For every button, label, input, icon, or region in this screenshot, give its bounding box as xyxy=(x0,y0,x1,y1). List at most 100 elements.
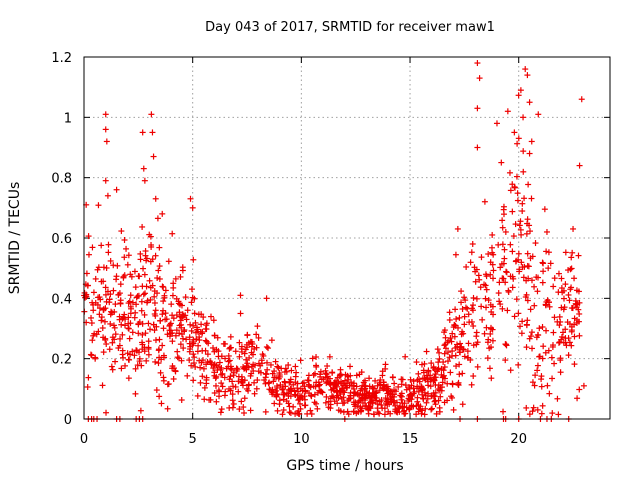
data-point xyxy=(227,373,234,380)
data-point xyxy=(158,400,165,407)
data-point xyxy=(142,248,149,255)
data-point xyxy=(142,290,149,297)
data-point xyxy=(487,330,494,337)
data-point xyxy=(345,411,352,418)
data-point xyxy=(335,407,342,414)
data-point xyxy=(468,381,475,388)
data-point xyxy=(488,308,495,315)
data-point xyxy=(421,360,428,367)
data-point xyxy=(152,307,159,314)
data-point xyxy=(226,376,233,383)
data-point xyxy=(173,312,180,319)
data-point xyxy=(435,359,442,366)
data-point xyxy=(236,339,243,346)
data-point xyxy=(188,286,195,293)
data-point xyxy=(517,323,524,330)
data-point xyxy=(286,379,293,386)
data-point xyxy=(109,339,116,346)
x-tick-label: 15 xyxy=(402,432,419,447)
data-point xyxy=(521,195,528,202)
data-point xyxy=(249,340,256,347)
data-point xyxy=(360,379,367,386)
data-point xyxy=(482,295,489,302)
data-point xyxy=(535,111,542,118)
data-point xyxy=(444,358,451,365)
y-tick-label: 1 xyxy=(64,111,72,126)
data-point xyxy=(186,357,193,364)
data-point xyxy=(388,398,395,405)
data-point xyxy=(526,99,533,106)
data-point xyxy=(456,361,463,368)
data-point xyxy=(219,370,226,377)
data-point xyxy=(576,386,583,393)
data-point xyxy=(444,339,451,346)
data-point xyxy=(135,320,142,327)
data-point xyxy=(431,376,438,383)
data-point xyxy=(549,342,556,349)
data-point xyxy=(109,334,116,341)
data-point xyxy=(540,268,547,275)
data-point xyxy=(465,311,472,318)
data-point xyxy=(160,325,167,332)
data-point xyxy=(98,242,105,249)
data-point xyxy=(92,354,99,361)
data-point xyxy=(418,410,425,417)
data-point xyxy=(226,345,233,352)
data-point xyxy=(359,382,366,389)
data-point xyxy=(203,326,210,333)
data-point xyxy=(518,259,525,266)
data-point xyxy=(543,248,550,255)
data-point xyxy=(516,222,523,229)
data-point xyxy=(159,283,166,290)
data-point xyxy=(504,108,511,115)
data-point xyxy=(93,331,100,338)
data-point xyxy=(132,390,139,397)
data-point xyxy=(304,377,311,384)
data-point xyxy=(190,351,197,358)
data-point xyxy=(115,345,122,352)
data-point xyxy=(374,382,381,389)
data-point xyxy=(441,329,448,336)
data-point xyxy=(99,325,106,332)
data-point xyxy=(147,296,154,303)
data-point xyxy=(94,266,101,273)
data-point xyxy=(397,392,404,399)
data-point xyxy=(575,252,582,259)
data-point xyxy=(176,330,183,337)
data-point xyxy=(347,395,354,402)
data-point xyxy=(551,360,558,367)
data-point xyxy=(111,324,118,331)
data-point xyxy=(516,266,523,273)
data-point xyxy=(449,394,456,401)
data-point xyxy=(493,120,500,127)
data-point xyxy=(543,228,550,235)
data-point xyxy=(458,288,465,295)
data-point xyxy=(230,369,237,376)
data-point xyxy=(285,400,292,407)
data-point xyxy=(305,372,312,379)
data-point xyxy=(108,363,115,370)
data-point xyxy=(127,292,134,299)
data-point xyxy=(357,404,364,411)
data-point xyxy=(428,405,435,412)
data-point xyxy=(265,345,272,352)
data-point xyxy=(244,331,251,338)
data-point xyxy=(125,325,132,332)
data-point xyxy=(413,359,420,366)
data-point xyxy=(219,383,226,390)
data-point xyxy=(103,138,110,145)
data-point xyxy=(461,294,468,301)
data-point xyxy=(307,407,314,414)
data-point xyxy=(571,321,578,328)
data-point xyxy=(361,395,368,402)
data-point xyxy=(449,381,456,388)
data-point xyxy=(556,313,563,320)
data-point xyxy=(148,243,155,250)
data-point xyxy=(549,410,556,417)
data-point xyxy=(526,150,533,157)
data-point xyxy=(254,323,261,330)
data-point xyxy=(528,138,535,145)
data-point xyxy=(236,353,243,360)
data-point xyxy=(159,342,166,349)
